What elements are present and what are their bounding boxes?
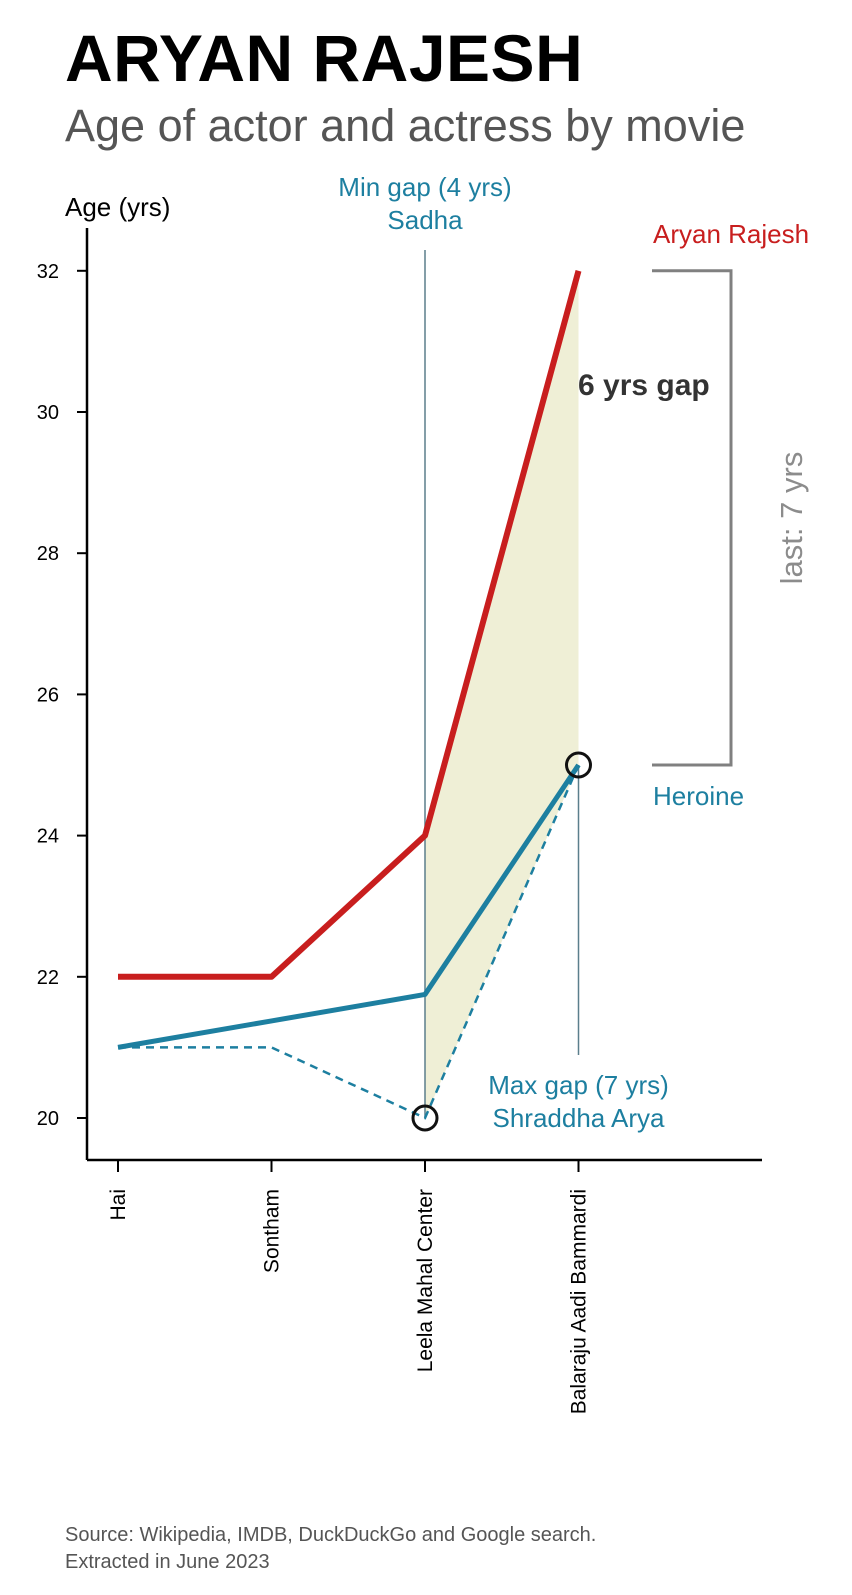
y-tick-label: 24 (37, 826, 59, 848)
max-gap-label: Max gap (7 yrs) (488, 1070, 669, 1100)
gap-region-layer (425, 270, 579, 1118)
gap-label: 6 yrs gap (578, 369, 710, 402)
x-tick-label: Hai (107, 1189, 130, 1221)
y-tick-label: 26 (37, 684, 59, 706)
min-gap-label: Min gap (4 yrs) (338, 172, 511, 202)
last-gap-bracket (652, 269, 733, 767)
min-gap-name: Sadha (387, 205, 463, 235)
max-gap-name: Shraddha Arya (492, 1103, 665, 1133)
y-tick-label: 20 (37, 1108, 59, 1130)
actor-series-label: Aryan Rajesh (653, 219, 809, 249)
chart-subtitle: Age of actor and actress by movie (65, 100, 746, 151)
labels-layer: 20 22 24 26 28 30 32 Age (yrs) Hai Sontham Leela M… (37, 172, 809, 1414)
source-line: Source: Wikipedia, IMDB, DuckDuckGo and … (65, 1524, 597, 1546)
highlight-circle (411, 1104, 439, 1132)
y-tick-label: 28 (37, 543, 59, 565)
series-layer (117, 270, 592, 1132)
x-tick-label: Balaraju Aadi Bammardi (568, 1189, 591, 1414)
source-note: Source: Wikipedia, IMDB, DuckDuckGo and … (65, 1522, 596, 1576)
y-axis-label: Age (yrs) (65, 192, 170, 222)
source-extracted-line: Extracted in June 2023 (65, 1551, 270, 1573)
heroine-min-line (118, 764, 580, 1120)
y-tick-label: 32 (37, 261, 59, 283)
y-tick-label: 30 (37, 402, 59, 424)
x-tick-label: Sontham (261, 1189, 284, 1273)
y-tick-label: 22 (37, 967, 59, 989)
x-tick-label: Leela Mahal Center (414, 1189, 437, 1372)
bracket-label: last: 7 yrs (774, 452, 809, 585)
gap-region (425, 270, 579, 1118)
highlight-circle (565, 751, 592, 779)
annotations-layer (424, 250, 733, 1118)
chart-title: ARYAN RAJESH (65, 21, 584, 95)
heroine-series-label: Heroine (653, 781, 744, 811)
heroine-line (117, 763, 581, 1050)
actor-line (118, 270, 582, 980)
